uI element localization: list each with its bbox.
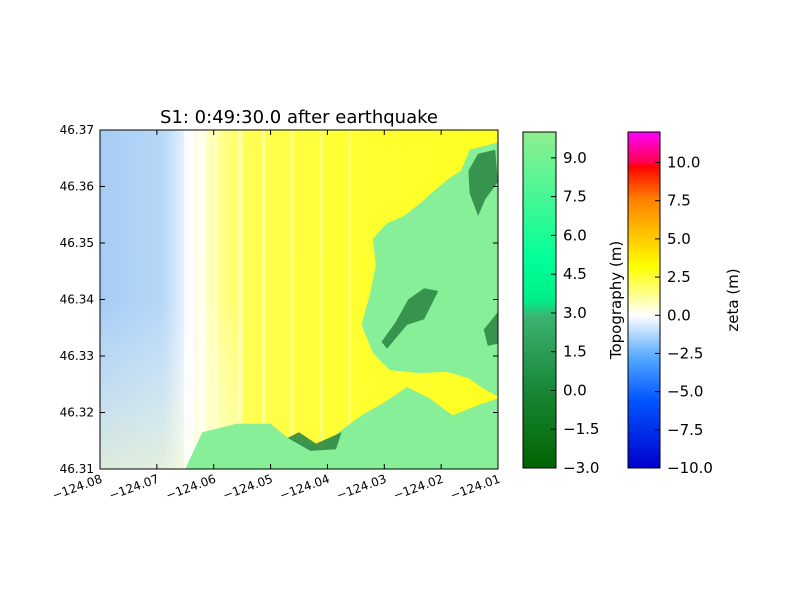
low-land-region <box>381 288 439 349</box>
chart-title: S1: 0:49:30.0 after earthquake <box>160 107 438 128</box>
x-tick-label: −124.06 <box>164 472 218 503</box>
low-land-region <box>287 432 342 451</box>
x-tick-label: −124.07 <box>107 472 161 503</box>
x-tick-label: −124.04 <box>278 472 332 503</box>
wave-streak <box>184 130 194 469</box>
colorbar-tick-label: −7.5 <box>667 421 703 439</box>
low-land-region <box>483 311 498 346</box>
colorbar-tick-label: 6.0 <box>563 226 587 244</box>
colorbar-tick-label: 4.5 <box>563 265 587 283</box>
colorbar-tick-label: −3.0 <box>563 459 599 477</box>
y-tick-label: 46.35 <box>60 236 94 250</box>
zeta-colorbar-label: zeta (m) <box>724 268 742 331</box>
x-tick-label: −124.02 <box>391 472 445 503</box>
colorbar-tick-label: −5.0 <box>667 383 703 401</box>
topography-colorbar: −3.0 −1.5 0.0 1.5 3.0 4.5 6.0 7.5 9.0 Topography… <box>522 131 625 477</box>
wave-streak <box>348 130 351 469</box>
colorbar-tick-label: 9.0 <box>563 149 587 167</box>
colorbar-tick-label: 0.0 <box>563 381 587 399</box>
wave-streak <box>238 130 243 469</box>
wave-streak <box>200 130 206 469</box>
zeta-colorbar: −10.0 −7.5 −5.0 −2.5 0.0 2.5 5.0 7.5 10.0 zeta (… <box>627 131 742 477</box>
x-tick-label: −124.05 <box>221 472 275 503</box>
colorbar-tick-label: 3.0 <box>563 304 587 322</box>
zeta-colorbar-ticks: −10.0 −7.5 −5.0 −2.5 0.0 2.5 5.0 7.5 10.0 <box>655 154 713 477</box>
colorbar-tick-label: 7.5 <box>667 192 691 210</box>
zeta-colorbar-ramp <box>627 131 661 469</box>
low-land-region <box>468 149 498 216</box>
wave-streak <box>214 130 218 469</box>
y-tick-label: 46.33 <box>60 349 94 363</box>
x-tick-label: −124.08 <box>50 472 104 503</box>
y-axis: 46.31 46.32 46.33 46.34 46.35 46.36 46.37 <box>60 123 498 476</box>
y-tick-label: 46.32 <box>60 406 94 420</box>
colorbar-tick-label: −2.5 <box>667 344 703 362</box>
colorbar-tick-label: 1.5 <box>563 343 587 361</box>
colorbar-tick-label: 5.0 <box>667 230 691 248</box>
colorbar-tick-label: 2.5 <box>667 268 691 286</box>
wave-streak <box>262 130 265 469</box>
x-tick-label: −124.03 <box>335 472 389 503</box>
topography-colorbar-label: Topography (m) <box>607 241 625 360</box>
y-tick-label: 46.37 <box>60 123 94 137</box>
colorbar-tick-label: 7.5 <box>563 188 587 206</box>
colorbar-tick-label: −10.0 <box>667 459 713 477</box>
plot-area <box>100 130 498 469</box>
y-tick-label: 46.34 <box>60 293 94 307</box>
topography-colorbar-ticks: −3.0 −1.5 0.0 1.5 3.0 4.5 6.0 7.5 9.0 <box>551 149 599 477</box>
land-layer <box>185 142 498 469</box>
y-tick-label: 46.36 <box>60 180 94 194</box>
wave-streaks <box>184 130 351 469</box>
wave-streak <box>290 130 294 469</box>
colorbar-tick-label: −1.5 <box>563 420 599 438</box>
colorbar-tick-label: 0.0 <box>667 306 691 324</box>
land-region <box>185 387 498 469</box>
y-tick-label: 46.31 <box>60 462 94 476</box>
x-tick-label: −124.01 <box>448 472 502 503</box>
topography-colorbar-ramp <box>522 131 557 469</box>
colorbar-tick-label: 10.0 <box>667 154 700 172</box>
wave-streak <box>320 130 323 469</box>
